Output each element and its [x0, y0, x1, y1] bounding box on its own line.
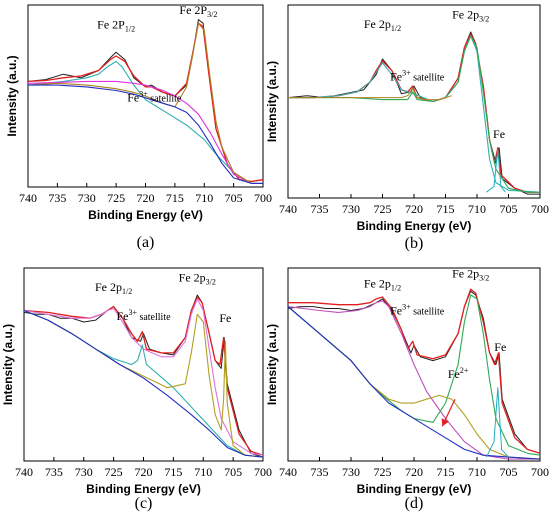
x-axis-label: Binding Energy (eV)	[357, 219, 472, 233]
peak-annotation: Fe 2p3/2	[179, 271, 216, 287]
x-tick-label: 720	[137, 191, 155, 205]
x-tick-label: 710	[194, 465, 212, 479]
peak-annotation: Fe3+ satellite	[390, 68, 445, 83]
peak-annotation: Fe 2p1/2	[95, 280, 132, 296]
series-line-6	[486, 149, 506, 193]
series-line-7	[485, 387, 509, 458]
series-line-6	[287, 306, 541, 460]
x-tick-label: 705	[224, 465, 242, 479]
panel-label: (d)	[405, 495, 424, 512]
series-line-3	[287, 300, 540, 460]
x-tick-label: 730	[75, 465, 93, 479]
x-tick-label: 715	[437, 202, 455, 216]
series-line-5	[27, 22, 263, 184]
x-tick-label: 725	[105, 465, 123, 479]
series-line-1	[287, 31, 540, 195]
panel-label: (c)	[135, 495, 153, 512]
panel-4: 740 735 730 725 720 715 710 705 700 Binding Energ…	[265, 267, 549, 512]
peak-annotation: Fe3+ satellite	[390, 302, 445, 317]
x-tick-label: 720	[405, 202, 423, 216]
panel-3: 740 735 730 725 720 715 710 705 700 Binding Energ…	[1, 267, 272, 512]
peak-annotation: Fe3+ satellite	[116, 308, 171, 323]
plot-frame	[23, 267, 264, 462]
x-tick-label: 705	[500, 465, 518, 479]
series-line-5	[287, 306, 541, 460]
x-tick-label: 715	[437, 465, 455, 479]
peak-annotation: Fe 2p3/2	[452, 8, 489, 24]
series-line-1	[287, 290, 541, 454]
series-line-6	[23, 309, 264, 458]
plot-frame	[287, 4, 541, 199]
x-tick-label: 710	[468, 465, 486, 479]
x-tick-label: 700	[254, 191, 272, 205]
series-line-5	[23, 309, 264, 458]
peak-annotation: Fe3+ satellite	[127, 89, 182, 104]
series-line-2	[27, 22, 264, 183]
series-line-3	[288, 35, 541, 193]
peak-annotation: Fe 2p1/2	[364, 17, 401, 33]
x-tick-label: 740	[279, 202, 297, 216]
y-axis-label: Intensity (a.u.)	[265, 61, 279, 142]
panel-label: (a)	[137, 234, 155, 251]
x-tick-label: 740	[279, 465, 297, 479]
series-line-5	[288, 87, 452, 101]
series-line-6	[28, 84, 263, 184]
x-tick-label: 735	[48, 191, 66, 205]
x-tick-label: 700	[531, 202, 549, 216]
panel-2: 740 735 730 725 720 715 710 705 700 Binding Energ…	[265, 4, 549, 252]
panel-1: 740 735 730 725 720 715 710 705 700 Binding Energ…	[5, 3, 272, 251]
x-tick-label: 705	[225, 191, 243, 205]
x-tick-label: 705	[500, 202, 518, 216]
peak-annotation: Fe	[493, 127, 505, 141]
x-tick-label: 730	[342, 202, 360, 216]
peak-annotation: Fe	[219, 311, 231, 325]
series-line-2	[288, 288, 541, 454]
peak-annotation: Fe2+	[448, 366, 469, 381]
series-line-4	[27, 80, 263, 184]
peak-annotation: Fe 2P3/2	[179, 3, 217, 19]
x-tick-label: 715	[164, 465, 182, 479]
x-tick-label: 740	[15, 465, 33, 479]
peak-annotation: Fe	[494, 340, 506, 354]
series-line-4	[287, 294, 541, 456]
series-line-3	[27, 60, 263, 184]
series-line-4	[288, 35, 540, 193]
x-tick-label: 725	[374, 202, 392, 216]
x-axis-label: Binding Energy (eV)	[86, 482, 201, 496]
series-line-1	[27, 19, 264, 182]
x-tick-label: 710	[468, 202, 486, 216]
x-tick-label: 700	[531, 465, 549, 479]
x-tick-label: 715	[166, 191, 184, 205]
x-tick-label: 700	[254, 465, 272, 479]
x-tick-label: 735	[311, 202, 329, 216]
series-line-2	[288, 33, 540, 193]
x-tick-label: 725	[374, 465, 392, 479]
series-line-3	[23, 298, 264, 456]
y-axis-label: Intensity (a.u.)	[5, 55, 19, 136]
peak-annotation: Fe 2P1/2	[97, 18, 135, 34]
peak-annotation: Fe 2p3/2	[452, 267, 489, 283]
x-tick-label: 735	[45, 465, 63, 479]
x-tick-label: 725	[107, 191, 125, 205]
peak-annotation: Fe 2p1/2	[364, 276, 401, 292]
panel-label: (b)	[405, 235, 424, 252]
y-axis-label: Intensity (a.u.)	[1, 324, 15, 405]
x-tick-label: 740	[19, 191, 37, 205]
y-axis-label: Intensity (a.u.)	[265, 324, 279, 405]
x-tick-label: 730	[342, 465, 360, 479]
x-axis-label: Binding Energy (eV)	[88, 208, 203, 222]
x-tick-label: 735	[311, 465, 329, 479]
x-tick-label: 710	[195, 191, 213, 205]
x-tick-label: 720	[405, 465, 423, 479]
x-tick-label: 730	[78, 191, 96, 205]
arrow-head	[441, 418, 449, 427]
x-tick-label: 720	[135, 465, 153, 479]
x-axis-label: Binding Energy (eV)	[357, 482, 472, 496]
